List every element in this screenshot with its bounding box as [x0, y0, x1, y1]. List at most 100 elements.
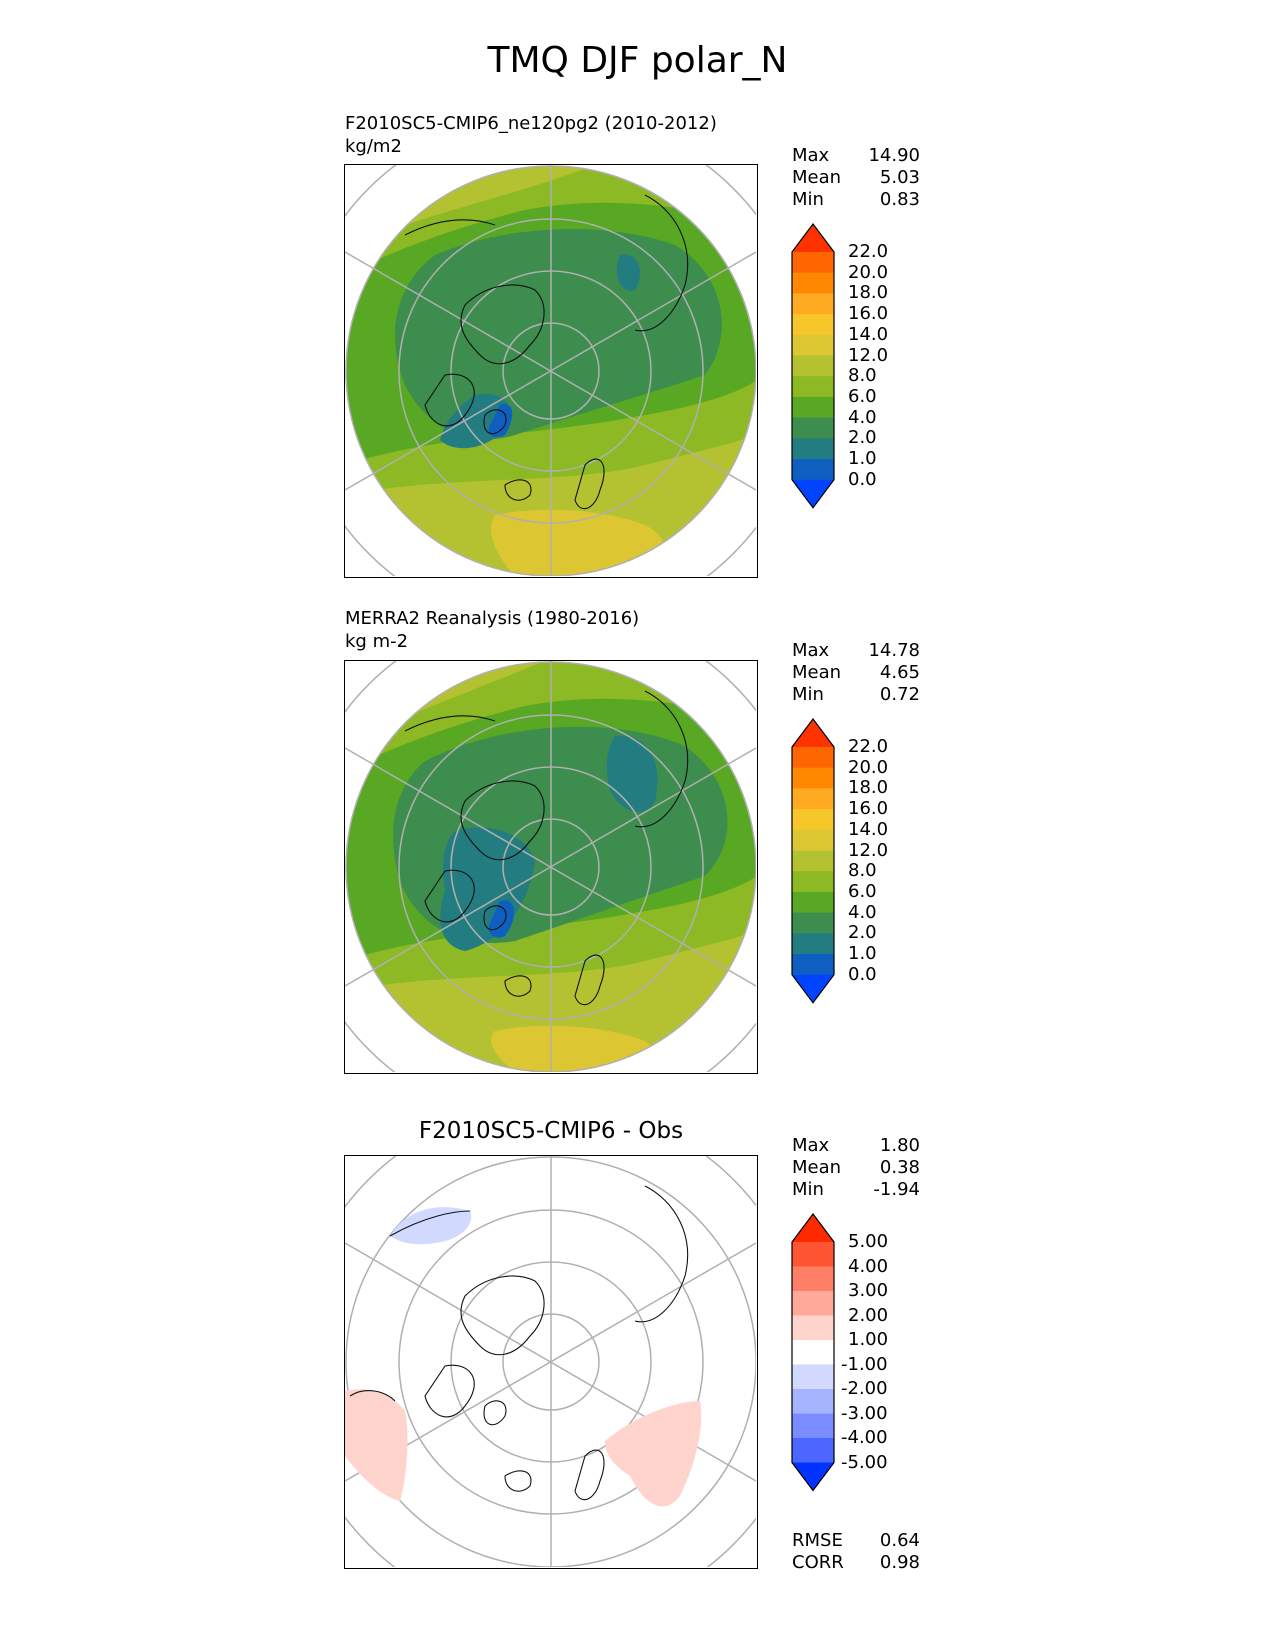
panel-test-name: F2010SC5-CMIP6_ne120pg2 (2010-2012)	[345, 113, 717, 134]
colorbar-swatch	[792, 272, 834, 294]
colorbar-tick-label: 8.0	[848, 365, 877, 387]
colorbar-swatch	[792, 355, 834, 377]
colorbar-tick-label: 5.00	[848, 1231, 889, 1252]
colorbar-swatch	[792, 829, 834, 851]
stat-max: Max 14.90	[792, 145, 920, 167]
colorbar-tick-label: 22.0	[848, 736, 889, 757]
stat-label: Mean	[792, 167, 842, 188]
colorbar-tick-label: 2.0	[848, 427, 877, 449]
colorbar-tick-label: 18.0	[848, 282, 889, 304]
panel-test-units: kg/m2	[345, 136, 402, 157]
colorbar-tick-label: 6.0	[848, 880, 877, 902]
stat-value: 14.90	[868, 145, 920, 166]
colorbar-swatch	[792, 334, 834, 356]
colorbar-extend-top	[792, 1214, 834, 1242]
stat-value: 14.78	[868, 640, 920, 661]
colorbar-extend-top	[792, 719, 834, 747]
stat-value: 5.03	[879, 167, 920, 188]
colorbar-ref	[791, 718, 835, 1004]
colorbar-tick-label: -4.00	[841, 1427, 888, 1448]
colorbar-swatch	[792, 417, 834, 439]
colorbar-tick-label: 0.0	[848, 963, 877, 985]
colorbar-tick-label: 4.0	[848, 901, 877, 923]
panel-diff: F2010SC5-CMIP6 - Obs Max 1.80 Mean 0.38 Mi…	[0, 0, 1275, 1573]
polar-map-ref	[344, 660, 758, 1074]
metric-label: CORR	[792, 1552, 844, 1573]
colorbar-tick-label: 2.00	[848, 1304, 889, 1326]
colorbar-swatch	[792, 1438, 834, 1463]
polar-map-diff	[344, 1155, 758, 1569]
colorbar-tick-label: 16.0	[848, 303, 889, 325]
colorbar-swatch	[792, 871, 834, 893]
colorbar-swatch	[792, 954, 834, 976]
stat-mean: Mean 5.03	[792, 167, 920, 189]
colorbar-swatch	[792, 1242, 834, 1267]
colorbar-swatch	[792, 891, 834, 914]
stat-label: Max	[792, 1135, 830, 1156]
panel-ref-name: MERRA2 Reanalysis (1980-2016)	[345, 608, 640, 629]
colorbar-tick-label: 1.0	[848, 448, 877, 469]
colorbar-swatch	[792, 396, 834, 419]
colorbar-tick-label: -1.00	[841, 1353, 888, 1375]
metric-rmse: RMSE 0.64	[792, 1530, 920, 1552]
stat-min: Min 0.83	[792, 189, 920, 211]
colorbar-tick-label: 4.0	[848, 406, 877, 428]
colorbar-extend-bottom	[792, 479, 834, 508]
colorbar-outline	[791, 1213, 835, 1492]
colorbar-swatch	[792, 1389, 834, 1414]
colorbar-tick-label: 20.0	[848, 756, 889, 778]
stat-min: Min -1.94	[792, 1179, 920, 1201]
colorbar-swatch	[792, 1340, 834, 1365]
colorbar-extend-top	[792, 224, 834, 252]
polar-map-test	[344, 164, 758, 578]
colorbar-tick-label: 16.0	[848, 798, 889, 820]
stat-max: Max 14.78	[792, 640, 920, 662]
stat-value: 0.83	[879, 189, 920, 210]
colorbar-swatch	[792, 767, 834, 789]
colorbar-tick-label: 12.0	[848, 839, 889, 861]
metric-value: 0.98	[879, 1552, 920, 1573]
colorbar-swatch	[792, 314, 834, 336]
colorbar-swatch	[792, 1291, 834, 1316]
colorbar-swatch	[792, 1315, 834, 1341]
stat-max: Max 1.80	[792, 1135, 920, 1157]
colorbar-test	[791, 223, 835, 509]
colorbar-tick-label: 14.0	[848, 818, 889, 840]
stat-label: Min	[792, 1179, 824, 1200]
stat-label: Mean	[792, 662, 842, 683]
colorbar-swatch	[792, 912, 834, 934]
stat-value: 4.65	[879, 662, 920, 683]
colorbar-tick-label: 20.0	[848, 261, 889, 283]
stat-label: Min	[792, 189, 824, 210]
stat-value: 1.80	[879, 1135, 920, 1156]
colorbar-tick-label: -5.00	[841, 1451, 888, 1473]
colorbar-swatch	[792, 788, 834, 810]
colorbar-tick-label: 18.0	[848, 777, 889, 799]
figure-title: TMQ DJF polar_N	[487, 40, 788, 81]
metric-corr: CORR 0.98	[792, 1552, 920, 1574]
colorbar-tick-label: -3.00	[841, 1402, 888, 1424]
metric-value: 0.64	[879, 1530, 920, 1551]
colorbar-tick-label: 3.00	[848, 1280, 889, 1301]
colorbar-tick-label: 14.0	[848, 323, 889, 345]
colorbar-tick-label: 22.0	[848, 241, 889, 262]
colorbar-tick-label: 1.0	[848, 943, 877, 964]
colorbar-tick-label: 4.00	[848, 1255, 889, 1277]
stat-mean: Mean 0.38	[792, 1157, 920, 1179]
colorbar-diff	[791, 1213, 835, 1492]
panel-ref: MERRA2 Reanalysis (1980-2016) kg m-2 Max…	[0, 0, 1275, 1074]
colorbar-swatch	[792, 1266, 834, 1292]
colorbar-tick-label: 2.0	[848, 922, 877, 944]
panel-diff-stats: Max 1.80 Mean 0.38 Min -1.94	[792, 1135, 920, 1201]
colorbar-swatch	[792, 459, 834, 481]
colorbar-swatch	[792, 376, 834, 398]
colorbar-swatch	[792, 933, 834, 955]
stat-label: Max	[792, 640, 830, 661]
colorbar-swatch	[792, 747, 834, 769]
colorbar-swatch	[792, 850, 834, 872]
colorbar-tick-label: 12.0	[848, 344, 889, 366]
colorbar-tick-label: 1.00	[848, 1329, 889, 1350]
stat-min: Min 0.72	[792, 684, 920, 706]
colorbar-swatch	[792, 1413, 834, 1439]
colorbar-swatch	[792, 1364, 834, 1390]
